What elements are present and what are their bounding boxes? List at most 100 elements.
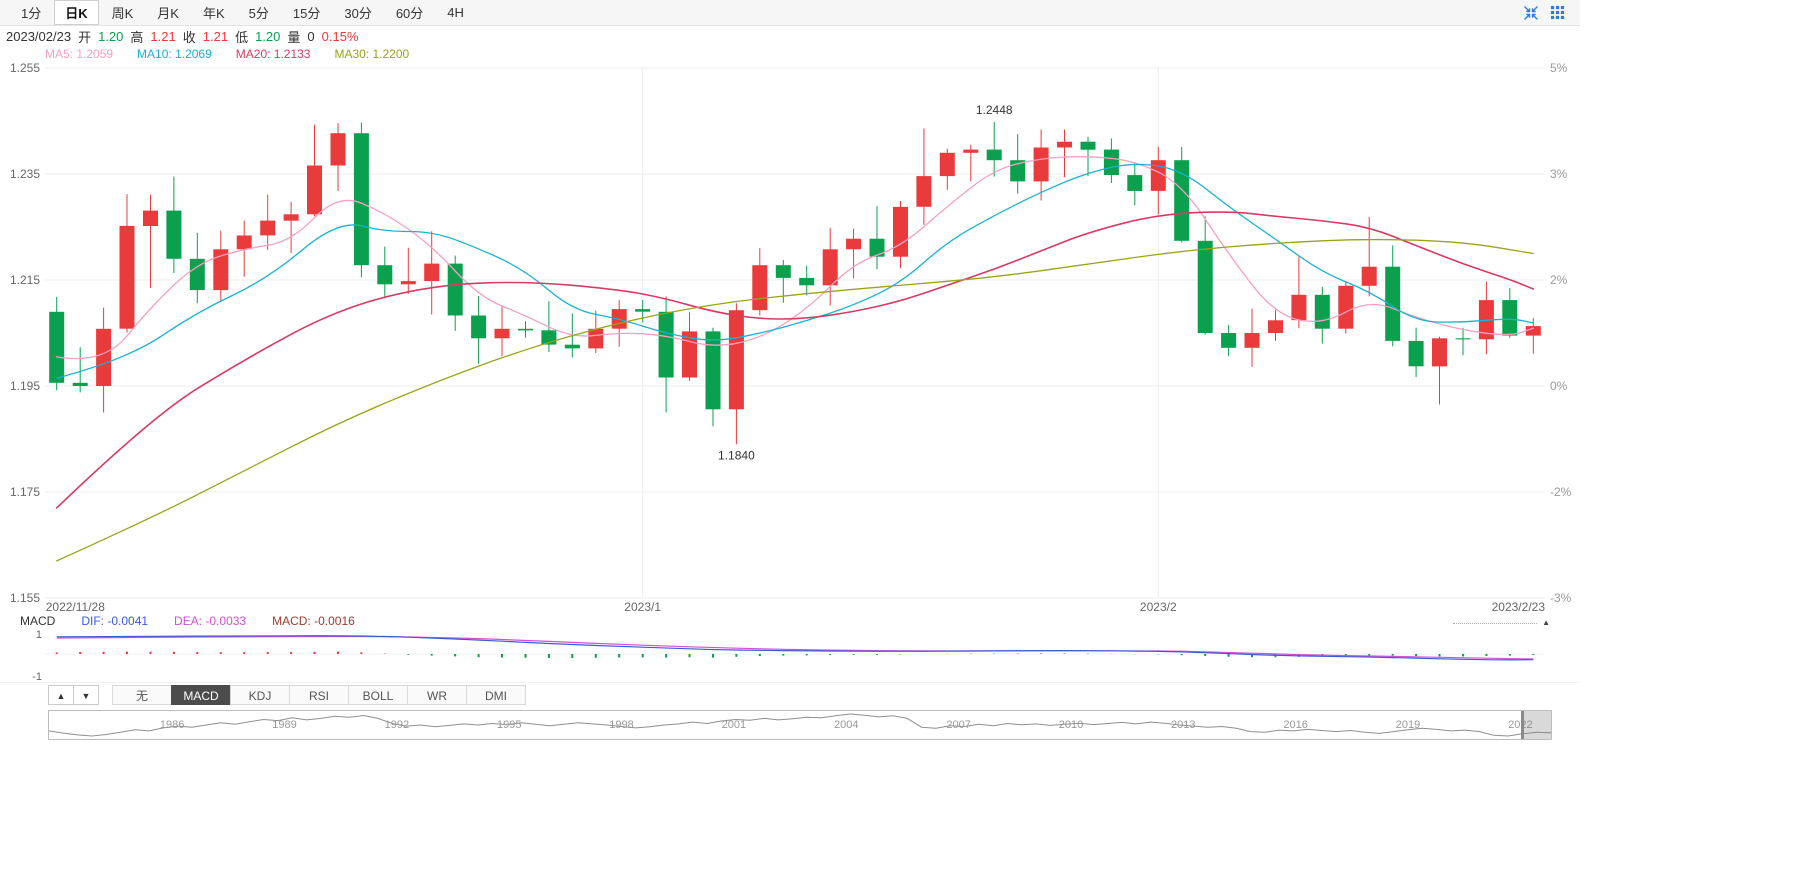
ma-legend-item-2: MA20: 1.2133: [235, 47, 311, 61]
svg-text:1.195: 1.195: [10, 379, 40, 393]
svg-text:1.255: 1.255: [10, 62, 40, 75]
low-value: 1.20: [255, 28, 281, 44]
macd-axis: 1 -1: [32, 629, 42, 682]
svg-text:1.155: 1.155: [10, 591, 40, 605]
timeframe-tab-1w[interactable]: 周K: [111, 6, 134, 21]
ma20-line: [55, 211, 1535, 509]
svg-text:-3%: -3%: [1550, 591, 1572, 605]
svg-text:2023/1: 2023/1: [624, 600, 661, 614]
macd-label-row: MACD DIF: -0.0041 DEA: -0.0033 MACD: -0.…: [0, 614, 1580, 628]
timeframe-tabs: 1分 日K 周K 月K 年K 5分 15分 30分 60分 4H: [10, 0, 477, 25]
ma-legend-item-1: MA10: 1.2069: [137, 47, 212, 61]
annotation-1.2448: 1.2448: [976, 103, 1013, 117]
svg-text:2023/2/23: 2023/2/23: [1492, 600, 1546, 614]
indicator-tab-none[interactable]: 无: [112, 685, 172, 705]
svg-text:0%: 0%: [1550, 379, 1568, 393]
close-value: 1.21: [202, 28, 229, 44]
svg-text:1: 1: [36, 629, 42, 641]
svg-text:-1: -1: [32, 671, 42, 682]
ma-legend: MA5: 1.2059 MA10: 1.2069 MA20: 1.2133 MA30:…: [0, 46, 1580, 62]
kline-chart-app: 1分 日K 周K 月K 年K 5分 15分 30分 60分 4H 2023/02/23: [0, 0, 1580, 740]
nav-year-1998: 1998: [609, 719, 634, 731]
svg-text:5%: 5%: [1550, 62, 1568, 75]
grid-icon[interactable]: [1549, 4, 1566, 21]
svg-text:1.175: 1.175: [10, 485, 40, 499]
timeframe-tab-60m[interactable]: 60分: [395, 6, 424, 21]
ma-legend-item-0: MA5: 1.2059: [45, 47, 114, 61]
timeframe-tab-5m[interactable]: 5分: [248, 6, 269, 21]
high-label: 高: [130, 29, 144, 45]
timeframe-tab-15m[interactable]: 15分: [292, 6, 321, 21]
nav-year-2001: 2001: [721, 719, 747, 731]
ma30-line: [56, 238, 1534, 562]
indicator-tab-boll[interactable]: BOLL: [348, 685, 408, 705]
svg-text:2022/11/28: 2022/11/28: [46, 600, 105, 614]
pane-down-button[interactable]: ▼: [73, 685, 99, 705]
macd-dea-value: DEA: -0.0033: [174, 614, 247, 628]
svg-text:1.235: 1.235: [10, 167, 40, 181]
change-percent: 0.15%: [321, 28, 359, 44]
indicator-tab-rsi[interactable]: RSI: [289, 685, 349, 705]
nav-year-1992: 1992: [384, 719, 410, 731]
navigator-sparkline: [48, 713, 1552, 737]
macd-histogram: [55, 651, 1535, 658]
indicator-tab-wr[interactable]: WR: [407, 685, 467, 705]
timeframe-tab-4h[interactable]: 4H: [447, 5, 464, 20]
macd-title: MACD: [20, 614, 56, 628]
percent-axis: 5% 3% 2% 0% -2% -3%: [1550, 62, 1572, 605]
macd-panel[interactable]: 1 -1: [0, 628, 1578, 682]
nav-year-2019: 2019: [1395, 719, 1421, 731]
open-label: 开: [78, 29, 92, 45]
low-label: 低: [235, 29, 249, 45]
nav-year-1995: 1995: [496, 719, 522, 731]
open-value: 1.20: [98, 28, 124, 44]
indicator-bar: ▲ ▼ 无 MACD KDJ RSI BOLL WR DMI: [0, 682, 1580, 707]
timeline-navigator[interactable]: 1986 1989 1992 1995 1998 2001 2004 2007 2010 2013…: [48, 710, 1552, 740]
resize-arrow-icon: ▲: [1542, 618, 1550, 627]
toolbar-icons: [1522, 4, 1566, 21]
nav-year-1986: 1986: [159, 719, 185, 731]
ohlc-info-bar: 2023/02/23 开 1.20 高 1.21 收 1.21 低 1.20 量 0 0.15%: [0, 26, 1580, 46]
price-axis: 1.255 1.235 1.215 1.195 1.175 1.155: [10, 62, 40, 605]
candlestick-chart[interactable]: 1.255 1.235 1.215 1.195 1.175 1.155 5% 3% 2% 0% -2…: [0, 62, 1578, 614]
dif-line: [56, 635, 1534, 661]
nav-year-2013: 2013: [1171, 719, 1196, 731]
macd-resize-handle[interactable]: ▲: [1453, 619, 1550, 627]
timeframe-tab-30m[interactable]: 30分: [344, 6, 372, 21]
annotation-1.1840: 1.1840: [718, 448, 755, 462]
timeframe-toolbar: 1分 日K 周K 月K 年K 5分 15分 30分 60分 4H: [0, 0, 1580, 26]
indicator-tab-kdj[interactable]: KDJ: [230, 685, 290, 705]
svg-text:2023/2: 2023/2: [1140, 600, 1177, 614]
indicator-tabs: 无 MACD KDJ RSI BOLL WR DMI: [112, 685, 526, 705]
indicator-tab-dmi[interactable]: DMI: [466, 685, 526, 705]
nav-year-2010: 2010: [1058, 719, 1084, 731]
nav-year-2004: 2004: [834, 719, 859, 731]
collapse-icon[interactable]: [1522, 4, 1539, 21]
macd-macd-value: MACD: -0.0016: [272, 614, 355, 628]
high-value: 1.21: [150, 28, 176, 44]
nav-year-2016: 2016: [1283, 719, 1308, 731]
indicator-tab-macd[interactable]: MACD: [171, 685, 231, 705]
close-label: 收: [182, 29, 196, 45]
ohlc-values: 开 1.20 高 1.21 收 1.21 低 1.20 量 0: [78, 27, 315, 46]
navigator-selection[interactable]: [1521, 711, 1551, 739]
timeframe-tab-1y[interactable]: 年K: [202, 6, 225, 21]
ma5-line: [56, 156, 1534, 360]
ma-legend-item-3: MA30: 1.2200: [334, 47, 410, 61]
svg-text:3%: 3%: [1550, 167, 1568, 181]
pane-up-button[interactable]: ▲: [48, 685, 74, 705]
svg-text:1.215: 1.215: [10, 273, 40, 287]
macd-dif-value: DIF: -0.0041: [81, 614, 149, 628]
nav-year-1989: 1989: [272, 719, 297, 731]
x-axis: 2022/11/28 2023/1 2023/2 2023/2/23: [46, 600, 1546, 614]
timeframe-tab-1m[interactable]: 1分: [21, 6, 42, 21]
volume-label: 量: [287, 29, 301, 45]
navigator-chart: [48, 713, 1552, 737]
timeframe-tab-1d[interactable]: 日K: [54, 0, 99, 25]
timeframe-tab-1mo[interactable]: 月K: [157, 6, 179, 21]
resize-dash: [1453, 622, 1538, 624]
candles[interactable]: [49, 122, 1541, 445]
volume-value: 0: [307, 28, 315, 44]
ma10-line: [56, 163, 1534, 379]
info-date: 2023/02/23: [6, 28, 72, 44]
